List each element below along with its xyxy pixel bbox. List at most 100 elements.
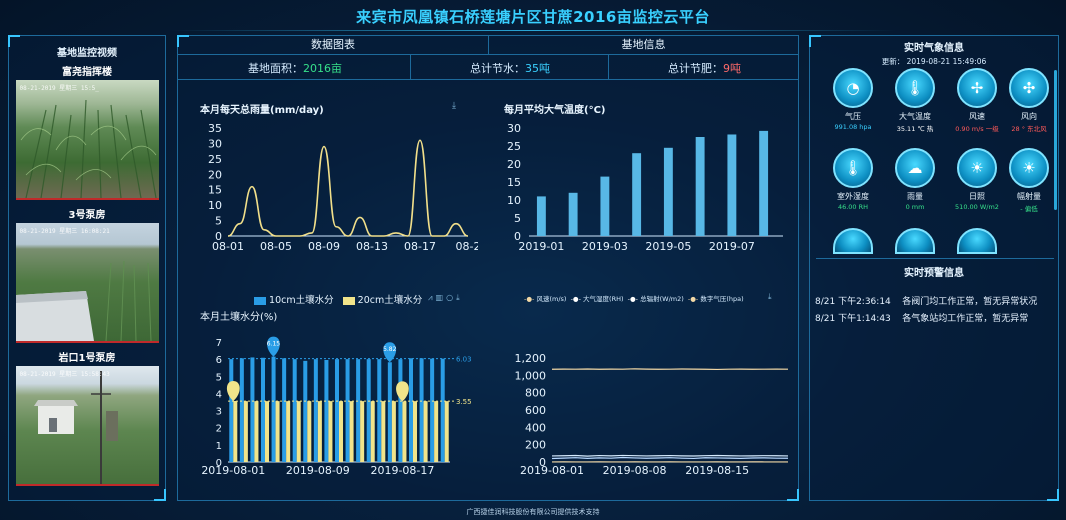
y-tick-label: 20 (208, 168, 222, 181)
soil-20cm-bar (286, 401, 291, 462)
y-tick-label: 10 (507, 194, 521, 207)
y-tick-label: 0 (539, 456, 546, 469)
legend-wind-speed[interactable]: 风速(m/s) (536, 295, 567, 303)
alert-time: 8/21 下午2:36:14 (815, 297, 891, 307)
weather-item-value: - 偏低 (1020, 205, 1038, 213)
weather-item-value: 28 ° 东北风 (1011, 125, 1047, 133)
legend-swatch-20cm (342, 296, 355, 305)
fertilizer-saved-value: 9吨 (723, 62, 741, 75)
y-tick-label: 1 (216, 441, 222, 452)
soil-10cm-bar (419, 358, 424, 462)
soil-20cm-bar (360, 401, 365, 462)
camera-feed-3[interactable]: 08-21-2019 星期三 15:58:43 (15, 366, 159, 486)
line-chart-icon[interactable]: ⩘ (428, 293, 436, 302)
rain-icon: ☁ (895, 148, 935, 188)
y-tick-label: 5 (514, 212, 521, 225)
legend-swatch-10cm (254, 296, 266, 305)
camera-timestamp: 08-21-2019 星期三 15:58:43 (19, 371, 110, 378)
legend-humidity[interactable]: 大气湿度(RH) (583, 295, 624, 303)
y-tick-label: 4 (216, 389, 222, 400)
weather-scrollbar[interactable] (1054, 70, 1057, 210)
bar-chart-icon[interactable]: ▥ (435, 293, 447, 302)
soil-20cm-bar (381, 401, 386, 462)
alert-text: 各气象站均工作正常，暂无异常 (902, 314, 1029, 324)
soil-10cm-bar (366, 359, 371, 462)
soil-20cm-bar (243, 401, 248, 462)
humidity-icon: 🌡 (833, 148, 873, 188)
legend-radiation[interactable]: 总辐射(W/m2) (640, 295, 684, 303)
weather-item-value: 510.00 W/m2 (955, 203, 999, 211)
series-line (551, 456, 789, 460)
multi-legend: -●- 风速(m/s) -●- 大气湿度(RH) -●- 总辐射(W/m2) -… (524, 293, 744, 303)
weather-item-value: 35.11 ℃ 热 (896, 125, 934, 133)
y-tick-label: 15 (208, 184, 222, 197)
soil-20cm-bar (275, 401, 280, 462)
tab-base-info[interactable]: 基地信息 (621, 38, 666, 51)
soil-20cm-bar (233, 400, 238, 462)
x-tick-label: 2019-08-15 (685, 464, 749, 474)
download-icon[interactable]: ⤓ (456, 293, 463, 302)
video-panel: 基地监控视频 富尧指挥楼 08-21-2019 星期三 15:5_ 3号泵房 0… (8, 35, 166, 501)
legend-pressure[interactable]: 数字气压(hpa) (700, 295, 744, 303)
soil-10cm-bar (377, 359, 382, 462)
soil-toolbox: ⩘▥○⤓ (428, 293, 463, 303)
y-tick-label: 0 (514, 230, 521, 243)
x-tick-label: 2019-08-01 (201, 464, 265, 474)
legend-10cm-label[interactable]: 10cm土壤水分 (269, 295, 334, 306)
video-panel-title: 基地监控视频 (57, 48, 117, 59)
soil-10cm-bar (334, 359, 339, 462)
radiation-icon: ☀ (1009, 148, 1049, 188)
y-tick-label: 0 (216, 458, 222, 469)
weather-item-value: 991.08 hpa (834, 123, 872, 131)
pump-station-image (33, 371, 118, 484)
camera-feed-1[interactable]: 08-21-2019 星期三 15:5_ (15, 80, 159, 200)
soil-20cm-bar (328, 401, 333, 462)
y-tick-label: 3 (216, 407, 222, 418)
min-marker-10cm (383, 342, 397, 363)
weather-updated: 更新： 2019-08-21 15:49:06 (881, 57, 987, 66)
y-tick-label: 10 (208, 199, 222, 212)
weather-item-value: 0 mm (905, 203, 925, 211)
series-line (551, 454, 789, 457)
multi-download-icon[interactable]: ⤓ (768, 292, 772, 301)
temp-bar (727, 134, 737, 236)
x-tick-label: 2019-08-01 (520, 464, 584, 474)
max-marker-20cm (226, 380, 240, 401)
soil-10cm-bar (282, 358, 287, 462)
x-tick-label: 08-2 (456, 240, 478, 253)
soil-10cm-bar (324, 360, 329, 462)
weather-more-icon (895, 228, 935, 254)
legend-20cm-label[interactable]: 20cm土壤水分 (357, 295, 423, 306)
tab-data-charts[interactable]: 数据图表 (178, 36, 489, 54)
weather-more-icon (833, 228, 873, 254)
min-marker-10cm-label: 5.82 (383, 346, 397, 353)
camera-feed-2[interactable]: 08-21-2019 星期三 16:08:21 (15, 223, 159, 343)
weather-item-value: 46.00 RH (837, 203, 869, 211)
legend-marker: -●- (687, 295, 699, 303)
x-tick-label: 2019-08-17 (370, 464, 434, 474)
sunshine-icon: ☀ (957, 148, 997, 188)
weather-item-name: 气压 (845, 112, 861, 121)
soil-10cm-bar (440, 358, 445, 462)
x-tick-label: 08-09 (308, 240, 340, 253)
weather-item-name: 室外湿度 (837, 192, 869, 201)
soil-10cm-bar (313, 359, 318, 462)
rain-download-icon[interactable]: ⤓ (452, 101, 456, 111)
temp-bar (663, 147, 673, 236)
soil-20cm-bar (402, 401, 407, 462)
alert-time: 8/21 下午1:14:43 (815, 314, 891, 324)
sugarcane-field-image (20, 99, 157, 198)
temp-bar (536, 196, 546, 236)
temp-bar (600, 176, 610, 236)
alert-item: 8/21 下午2:36:14 各阀门均工作正常，暂无异常状况 (815, 294, 1037, 307)
soil-20cm-bar (296, 401, 301, 462)
weather-item-name: 日照 (969, 192, 985, 201)
temp-chart-title: 每月平均大气温度(°C) (504, 105, 606, 116)
y-tick-label: 800 (525, 387, 546, 400)
restore-icon[interactable]: ○ (446, 293, 457, 302)
weather-item-name: 大气温度 (899, 112, 931, 121)
avg-label-10cm: 6.03 (456, 356, 472, 364)
soil-20cm-bar (307, 401, 312, 462)
soil-20cm-bar (413, 401, 418, 462)
temp-bar (695, 137, 705, 236)
